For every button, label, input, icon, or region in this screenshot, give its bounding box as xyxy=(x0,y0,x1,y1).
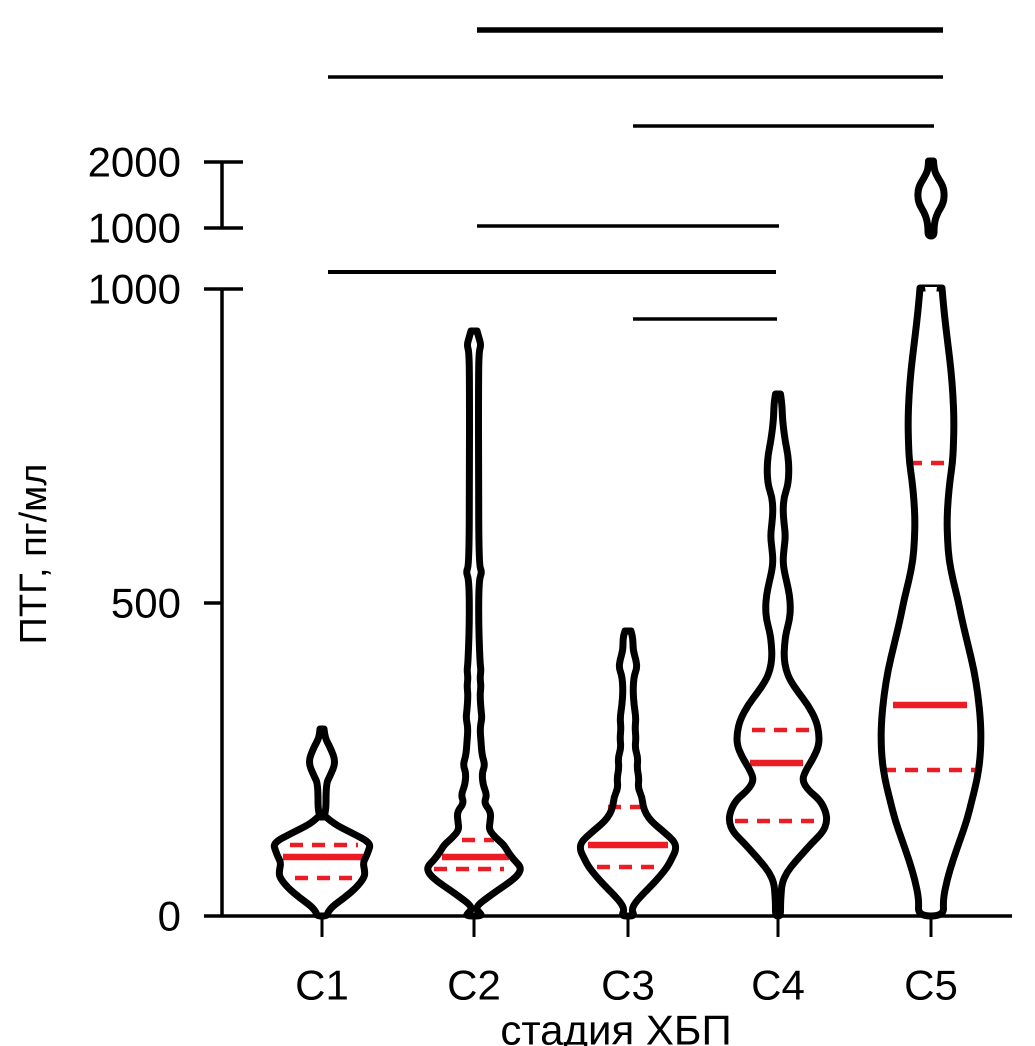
violin-c1-outline xyxy=(270,813,374,920)
violin-c4-outline xyxy=(725,390,831,920)
violin-c5-diamond-hole xyxy=(925,184,937,204)
violin-c4-slit-hole xyxy=(773,593,783,623)
y-tick-label-3: 500 xyxy=(111,580,181,627)
category-label-4: С4 xyxy=(751,962,805,1009)
violin-c3-outline xyxy=(576,627,680,920)
y-tick-label-0: 2000 xyxy=(88,139,181,186)
violin-c1-fill xyxy=(274,817,370,916)
x-axis-title: стадия ХБП xyxy=(500,1007,731,1046)
category-label-2: С2 xyxy=(447,962,501,1009)
violin-c5-fill xyxy=(881,288,981,916)
violin-c5-top-notch xyxy=(925,287,937,330)
violin-c2-fill xyxy=(427,331,521,916)
category-label-3: С3 xyxy=(601,962,655,1009)
y-tick-label-1: 1000 xyxy=(88,205,181,252)
y-axis-title: ПТГ, пг/мл xyxy=(13,464,55,645)
violin-c1-diamond-hole xyxy=(315,751,329,773)
violin-c5-outline xyxy=(877,284,985,920)
category-label-1: С1 xyxy=(295,962,349,1009)
y-tick-label-2: 1000 xyxy=(88,266,181,313)
violin-c4-slit-hole xyxy=(775,454,781,490)
violin-c2-outline xyxy=(424,327,524,920)
category-label-5: С5 xyxy=(904,962,958,1009)
y-tick-label-4: 0 xyxy=(158,893,181,940)
